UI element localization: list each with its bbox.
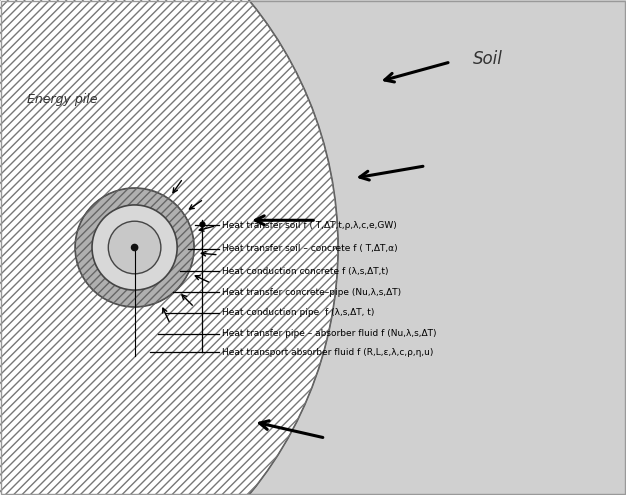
Text: Heat transfer pipe – absorber fluid f (Nu,λ,s,ΔT): Heat transfer pipe – absorber fluid f (N… bbox=[222, 329, 437, 338]
Ellipse shape bbox=[108, 221, 161, 274]
Text: Heat transport absorber fluid f (R,L,ε,λ,c,ρ,η,u): Heat transport absorber fluid f (R,L,ε,λ… bbox=[222, 348, 434, 357]
Text: Heat conduction pipe  f (λ,s,ΔT, t): Heat conduction pipe f (λ,s,ΔT, t) bbox=[222, 308, 374, 317]
Text: Energy pile: Energy pile bbox=[28, 93, 98, 105]
Ellipse shape bbox=[131, 245, 138, 250]
Ellipse shape bbox=[92, 205, 177, 290]
Text: Soil: Soil bbox=[473, 50, 503, 68]
Text: Heat conduction concrete f (λ,s,ΔT,t): Heat conduction concrete f (λ,s,ΔT,t) bbox=[222, 267, 389, 276]
Text: Heat transfer soil f ( T,ΔT,t,ρ,λ,c,e,GW): Heat transfer soil f ( T,ΔT,t,ρ,λ,c,e,GW… bbox=[222, 221, 397, 230]
Text: Heat transfer concrete–pipe (Nu,λ,s,ΔT): Heat transfer concrete–pipe (Nu,λ,s,ΔT) bbox=[222, 288, 401, 297]
Text: Heat transfer soil – concrete f ( T,ΔT,α): Heat transfer soil – concrete f ( T,ΔT,α… bbox=[222, 245, 398, 253]
Ellipse shape bbox=[75, 188, 194, 307]
Ellipse shape bbox=[0, 0, 338, 495]
